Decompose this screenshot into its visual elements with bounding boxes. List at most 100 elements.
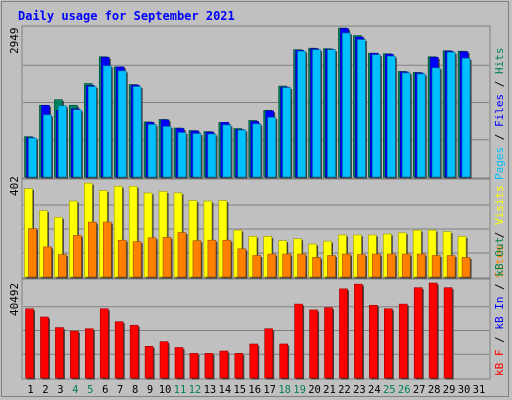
panel-visits-ymax: 402 bbox=[8, 176, 21, 196]
bar-pages-8 bbox=[132, 86, 143, 179]
bar-sites-29 bbox=[446, 255, 457, 279]
bar-sites-1-fill bbox=[28, 228, 37, 278]
bar-sites-28-fill bbox=[431, 255, 441, 278]
bar-pages-15-fill bbox=[237, 129, 247, 178]
bar-pages-9-fill bbox=[147, 124, 157, 178]
bar-kbf-24 bbox=[369, 304, 379, 380]
day-label-31: 31 bbox=[473, 384, 486, 396]
bar-kbf-6-fill bbox=[99, 308, 109, 379]
bar-pages-26 bbox=[401, 72, 412, 179]
day-label-4: 4 bbox=[72, 384, 78, 396]
bar-kbf-15-fill bbox=[234, 353, 244, 379]
bar-kbf-18-fill bbox=[279, 343, 288, 379]
panel-kbytes-legend: kB F / kB In / kB Out bbox=[493, 237, 506, 376]
bar-sites-21 bbox=[327, 255, 337, 279]
bar-kbf-2-fill bbox=[40, 316, 49, 379]
bar-pages-21-fill bbox=[327, 49, 336, 178]
bar-kbf-13 bbox=[204, 353, 215, 380]
panel-hits: 2949 Pages / Files / Hits bbox=[8, 25, 506, 181]
panel-visits-legend: Sites / Visits bbox=[493, 185, 506, 278]
bar-sites-14-fill bbox=[222, 239, 232, 278]
bar-kbf-18 bbox=[279, 343, 290, 380]
day-label-6: 6 bbox=[102, 384, 108, 396]
bar-kbf-25 bbox=[383, 308, 394, 380]
day-label-28: 28 bbox=[428, 384, 441, 396]
bar-kbf-28-fill bbox=[428, 282, 438, 379]
bar-kbf-12-fill bbox=[189, 353, 199, 379]
day-label-11: 11 bbox=[174, 384, 187, 396]
bar-sites-11 bbox=[177, 232, 188, 279]
bar-sites-20-fill bbox=[312, 257, 321, 278]
legend-sep-1: / bbox=[493, 127, 506, 147]
bar-kbf-26-fill bbox=[398, 303, 408, 379]
bar-sites-19-fill bbox=[297, 253, 306, 278]
bar-kbf-22-fill bbox=[339, 288, 348, 379]
bar-kbf-11-fill bbox=[174, 347, 184, 379]
panel-hits-legend: Pages / Files / Hits bbox=[493, 48, 506, 181]
bar-kbf-20 bbox=[309, 309, 320, 380]
bar-pages-2-fill bbox=[43, 114, 52, 178]
bar-kbf-29 bbox=[443, 287, 454, 380]
bar-pages-29-fill bbox=[446, 51, 456, 178]
day-label-15: 15 bbox=[233, 384, 246, 396]
bar-kbf-17-fill bbox=[264, 328, 274, 379]
bar-kbf-16-fill bbox=[249, 343, 259, 379]
panel-visits: 402 Sites / Visits bbox=[8, 176, 506, 279]
bar-sites-29-fill bbox=[446, 255, 456, 278]
bar-sites-4-fill bbox=[73, 235, 82, 278]
bar-pages-6 bbox=[102, 65, 113, 179]
bar-sites-6 bbox=[102, 221, 113, 279]
day-label-10: 10 bbox=[159, 384, 172, 396]
bar-sites-5 bbox=[88, 221, 98, 279]
day-label-30: 30 bbox=[458, 384, 471, 396]
bar-pages-30-fill bbox=[461, 57, 471, 178]
bar-pages-1 bbox=[28, 137, 38, 179]
bar-pages-3 bbox=[58, 105, 68, 179]
bar-pages-5-fill bbox=[88, 86, 97, 178]
bar-sites-25-fill bbox=[386, 253, 396, 278]
bar-kbf-19 bbox=[294, 303, 305, 380]
bar-kbf-10-fill bbox=[159, 341, 169, 379]
legend-files: Files bbox=[493, 94, 506, 127]
bar-sites-22-fill bbox=[342, 253, 351, 278]
bar-sites-7-fill bbox=[117, 239, 127, 278]
day-label-20: 20 bbox=[308, 384, 321, 396]
bar-sites-9-fill bbox=[147, 237, 157, 278]
bar-pages-11-fill bbox=[177, 132, 187, 178]
bar-kbf-28 bbox=[428, 282, 439, 380]
bar-sites-6-fill bbox=[102, 221, 112, 278]
bar-pages-8-fill bbox=[132, 86, 142, 178]
bar-sites-22 bbox=[342, 253, 352, 279]
legend-sep-5: / bbox=[493, 277, 506, 297]
bar-pages-19-fill bbox=[297, 50, 306, 178]
bar-pages-4-fill bbox=[73, 109, 82, 178]
bar-sites-15 bbox=[237, 248, 248, 279]
bar-pages-5 bbox=[88, 86, 98, 179]
bar-sites-11-fill bbox=[177, 232, 187, 278]
bar-kbf-7-fill bbox=[114, 321, 124, 379]
day-label-25: 25 bbox=[383, 384, 396, 396]
bar-kbf-1-fill bbox=[25, 308, 34, 379]
bar-kbf-4 bbox=[70, 330, 80, 380]
bar-kbf-8 bbox=[129, 324, 140, 380]
bar-kbf-12 bbox=[189, 353, 200, 380]
bar-pages-15 bbox=[237, 129, 248, 179]
legend-sep-4: / bbox=[493, 330, 506, 350]
legend-sep-3: / bbox=[493, 225, 506, 245]
panel-kbytes: 40492 kB F / kB In / kB Out bbox=[8, 237, 506, 380]
bar-kbf-27-fill bbox=[413, 287, 423, 379]
bar-pages-24 bbox=[372, 54, 382, 179]
bar-kbf-10 bbox=[159, 341, 170, 380]
bar-sites-27 bbox=[416, 253, 427, 279]
bar-kbf-15 bbox=[234, 353, 245, 380]
bar-kbf-7 bbox=[114, 321, 125, 380]
bar-pages-28 bbox=[431, 67, 442, 179]
bar-sites-16-fill bbox=[252, 255, 262, 278]
bar-kbf-19-fill bbox=[294, 303, 303, 379]
bar-pages-25-fill bbox=[386, 55, 396, 178]
bar-pages-22 bbox=[342, 32, 352, 179]
bar-sites-26 bbox=[401, 253, 412, 279]
bar-pages-7 bbox=[117, 70, 128, 179]
day-label-18: 18 bbox=[278, 384, 291, 396]
